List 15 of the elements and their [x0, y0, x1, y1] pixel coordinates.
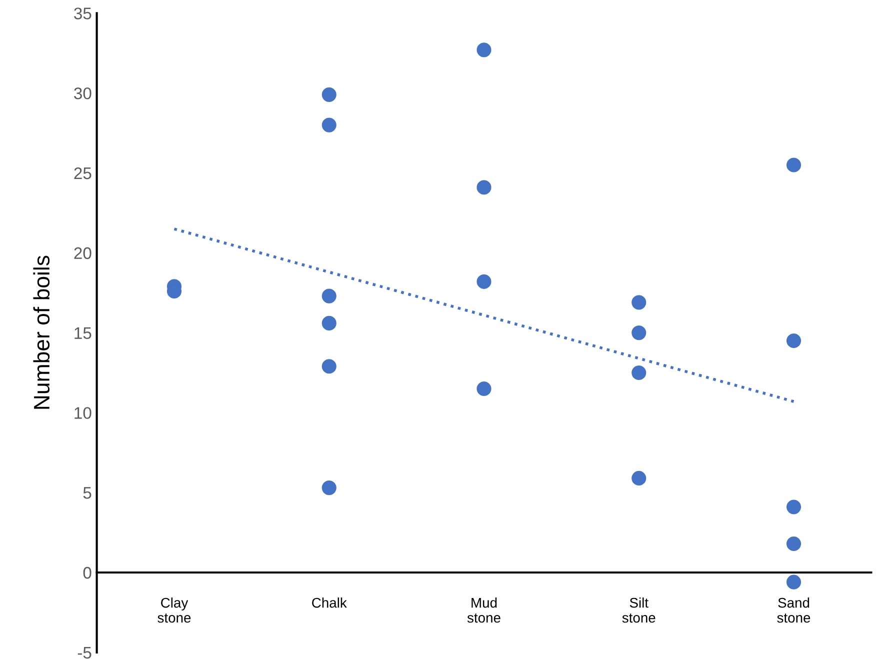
y-tick-label: 30 — [74, 87, 92, 100]
y-tick-label: 20 — [74, 247, 92, 260]
y-tick-label: 0 — [83, 566, 92, 579]
y-tick-label: 15 — [74, 327, 92, 339]
y-tick-label: 25 — [74, 167, 92, 180]
y-axis-title: Number of boils — [33, 256, 50, 409]
y-tick-label: 35 — [74, 8, 92, 20]
x-tick-label: Clay stone — [158, 598, 191, 623]
x-tick-label: Chalk — [312, 598, 347, 608]
x-tick-label: Silt stone — [622, 598, 656, 623]
y-tick-label: 5 — [83, 487, 92, 499]
y-tick-label: 10 — [74, 407, 92, 419]
x-tick-label: Mud stone — [467, 598, 500, 623]
y-tick-label: -5 — [78, 646, 92, 659]
x-tick-label: Sand stone — [777, 598, 810, 623]
